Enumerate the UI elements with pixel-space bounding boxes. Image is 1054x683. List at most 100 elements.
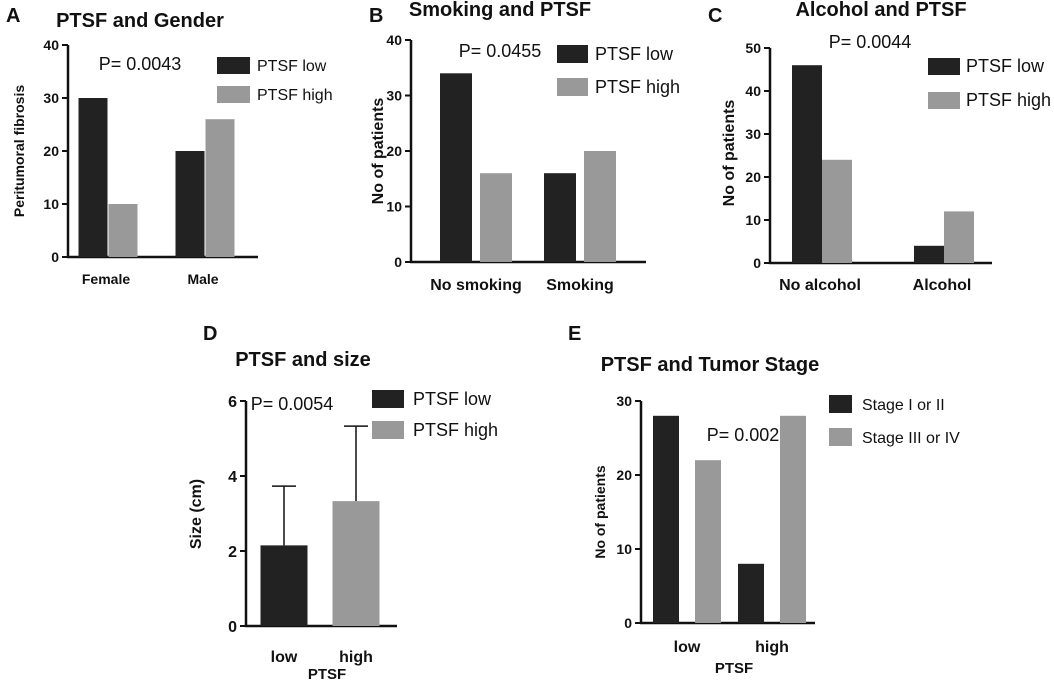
y-tick-label: 6 (228, 394, 237, 411)
y-tick-label: 0 (51, 249, 59, 265)
y-axis-label: Peritumoral fibrosis (11, 85, 27, 217)
x-tick-label: No alcohol (779, 277, 861, 294)
legend-swatch (217, 57, 250, 74)
y-axis-label: No of patients (721, 100, 738, 207)
y-tick-label: 20 (616, 467, 632, 483)
legend-swatch (928, 92, 960, 109)
x-tick-label: low (674, 639, 701, 656)
y-tick-label: 40 (745, 83, 761, 99)
bar-low-2 (175, 151, 205, 257)
legend-label: PTSF low (966, 56, 1045, 76)
y-tick-label: 40 (386, 32, 402, 48)
y-tick-label: 10 (43, 196, 59, 212)
panel-e: E PTSF and Tumor Stage 0 10 20 30 No of patien… (568, 323, 960, 677)
y-tick-label: 10 (745, 212, 761, 228)
legend-swatch (829, 428, 852, 446)
y-tick-label: 30 (745, 126, 761, 142)
x-axis-label: PTSF (308, 666, 346, 683)
chart-title: PTSF and Tumor Stage (601, 354, 820, 376)
y-tick-label: 30 (43, 90, 59, 106)
bar-low (260, 545, 308, 626)
legend-swatch (557, 45, 588, 63)
x-tick-label: Alcohol (913, 277, 972, 294)
legend-label: PTSF low (257, 58, 327, 75)
bar-high-2 (205, 119, 235, 257)
y-tick-label: 50 (745, 40, 761, 56)
y-tick-label: 2 (228, 544, 237, 561)
bar-high-2 (944, 211, 974, 263)
y-tick-label: 20 (386, 143, 402, 159)
y-tick-label: 20 (745, 169, 761, 185)
x-tick-label: Male (187, 271, 218, 287)
bar-low-2 (914, 245, 944, 263)
panel-label: D (203, 323, 217, 345)
bar-high-1 (108, 204, 138, 257)
y-tick-label: 0 (228, 619, 237, 636)
y-axis-label: No of patients (592, 465, 608, 559)
legend-label: PTSF high (413, 420, 498, 440)
p-value: P= 0.002 (707, 425, 780, 445)
y-axis-label: No of patients (370, 98, 387, 205)
legend-swatch (829, 395, 852, 413)
x-tick-label: low (271, 649, 298, 666)
legend-swatch (372, 421, 404, 439)
x-axis-label: PTSF (715, 660, 753, 677)
panel-label: C (708, 5, 722, 27)
panel-c: C Alcohol and PTSF 0 10 20 30 40 50 No of patien… (708, 0, 1051, 294)
x-tick-label: high (339, 649, 373, 666)
legend-label: PTSF high (257, 87, 333, 104)
panel-label: B (369, 5, 383, 27)
legend-label: PTSF high (966, 90, 1051, 110)
legend-label: PTSF low (413, 389, 492, 409)
y-tick-label: 4 (228, 469, 237, 486)
p-value: P= 0.0043 (99, 54, 182, 74)
bar-low-2 (738, 563, 764, 623)
chart-title: Smoking and PTSF (409, 0, 591, 21)
y-tick-label: 40 (43, 37, 59, 53)
legend-label: Stage I or II (862, 397, 945, 414)
legend-swatch (557, 78, 588, 96)
panel-label: A (6, 5, 20, 27)
chart-title: PTSF and Gender (56, 10, 224, 32)
y-axis-label: Size (cm) (188, 479, 205, 549)
x-tick-label: Female (82, 271, 130, 287)
bar-high (332, 501, 380, 626)
p-value: P= 0.0044 (829, 32, 912, 52)
legend-label: Stage III or IV (862, 430, 960, 447)
bar-low-1 (792, 65, 822, 263)
y-tick-label: 0 (753, 255, 761, 271)
bar-high-1 (480, 173, 512, 262)
y-tick-label: 30 (386, 88, 402, 104)
panel-label: E (568, 323, 581, 345)
y-tick-label: 20 (43, 143, 59, 159)
bar-low-1 (653, 415, 679, 623)
legend-swatch (372, 390, 404, 408)
x-tick-label: Smoking (546, 277, 614, 294)
bar-high-2 (780, 415, 806, 623)
y-tick-label: 0 (394, 254, 402, 270)
y-tick-label: 10 (616, 541, 632, 557)
bar-high-1 (695, 460, 721, 623)
y-tick-label: 0 (624, 615, 632, 631)
legend-swatch (928, 58, 960, 75)
panel-b: B Smoking and PTSF 0 10 20 30 40 No of patients… (369, 0, 680, 294)
chart-title: Alcohol and PTSF (795, 0, 966, 21)
p-value: P= 0.0455 (459, 41, 542, 61)
p-value: P= 0.0054 (251, 394, 334, 414)
bar-low-2 (544, 173, 576, 262)
legend-label: PTSF high (595, 77, 680, 97)
x-tick-label: No smoking (430, 277, 522, 294)
panel-a: A PTSF and Gender 0 10 20 30 40 Peritumoral fib… (6, 5, 333, 287)
x-tick-label: high (755, 639, 789, 656)
bar-low-1 (78, 98, 108, 257)
y-tick-label: 30 (616, 393, 632, 409)
bar-high-2 (584, 151, 616, 262)
legend-swatch (217, 86, 250, 103)
bar-high-1 (822, 159, 852, 263)
legend-label: PTSF low (595, 44, 674, 64)
chart-title: PTSF and size (235, 349, 371, 371)
y-tick-label: 10 (386, 199, 402, 215)
bar-low-1 (440, 73, 472, 262)
